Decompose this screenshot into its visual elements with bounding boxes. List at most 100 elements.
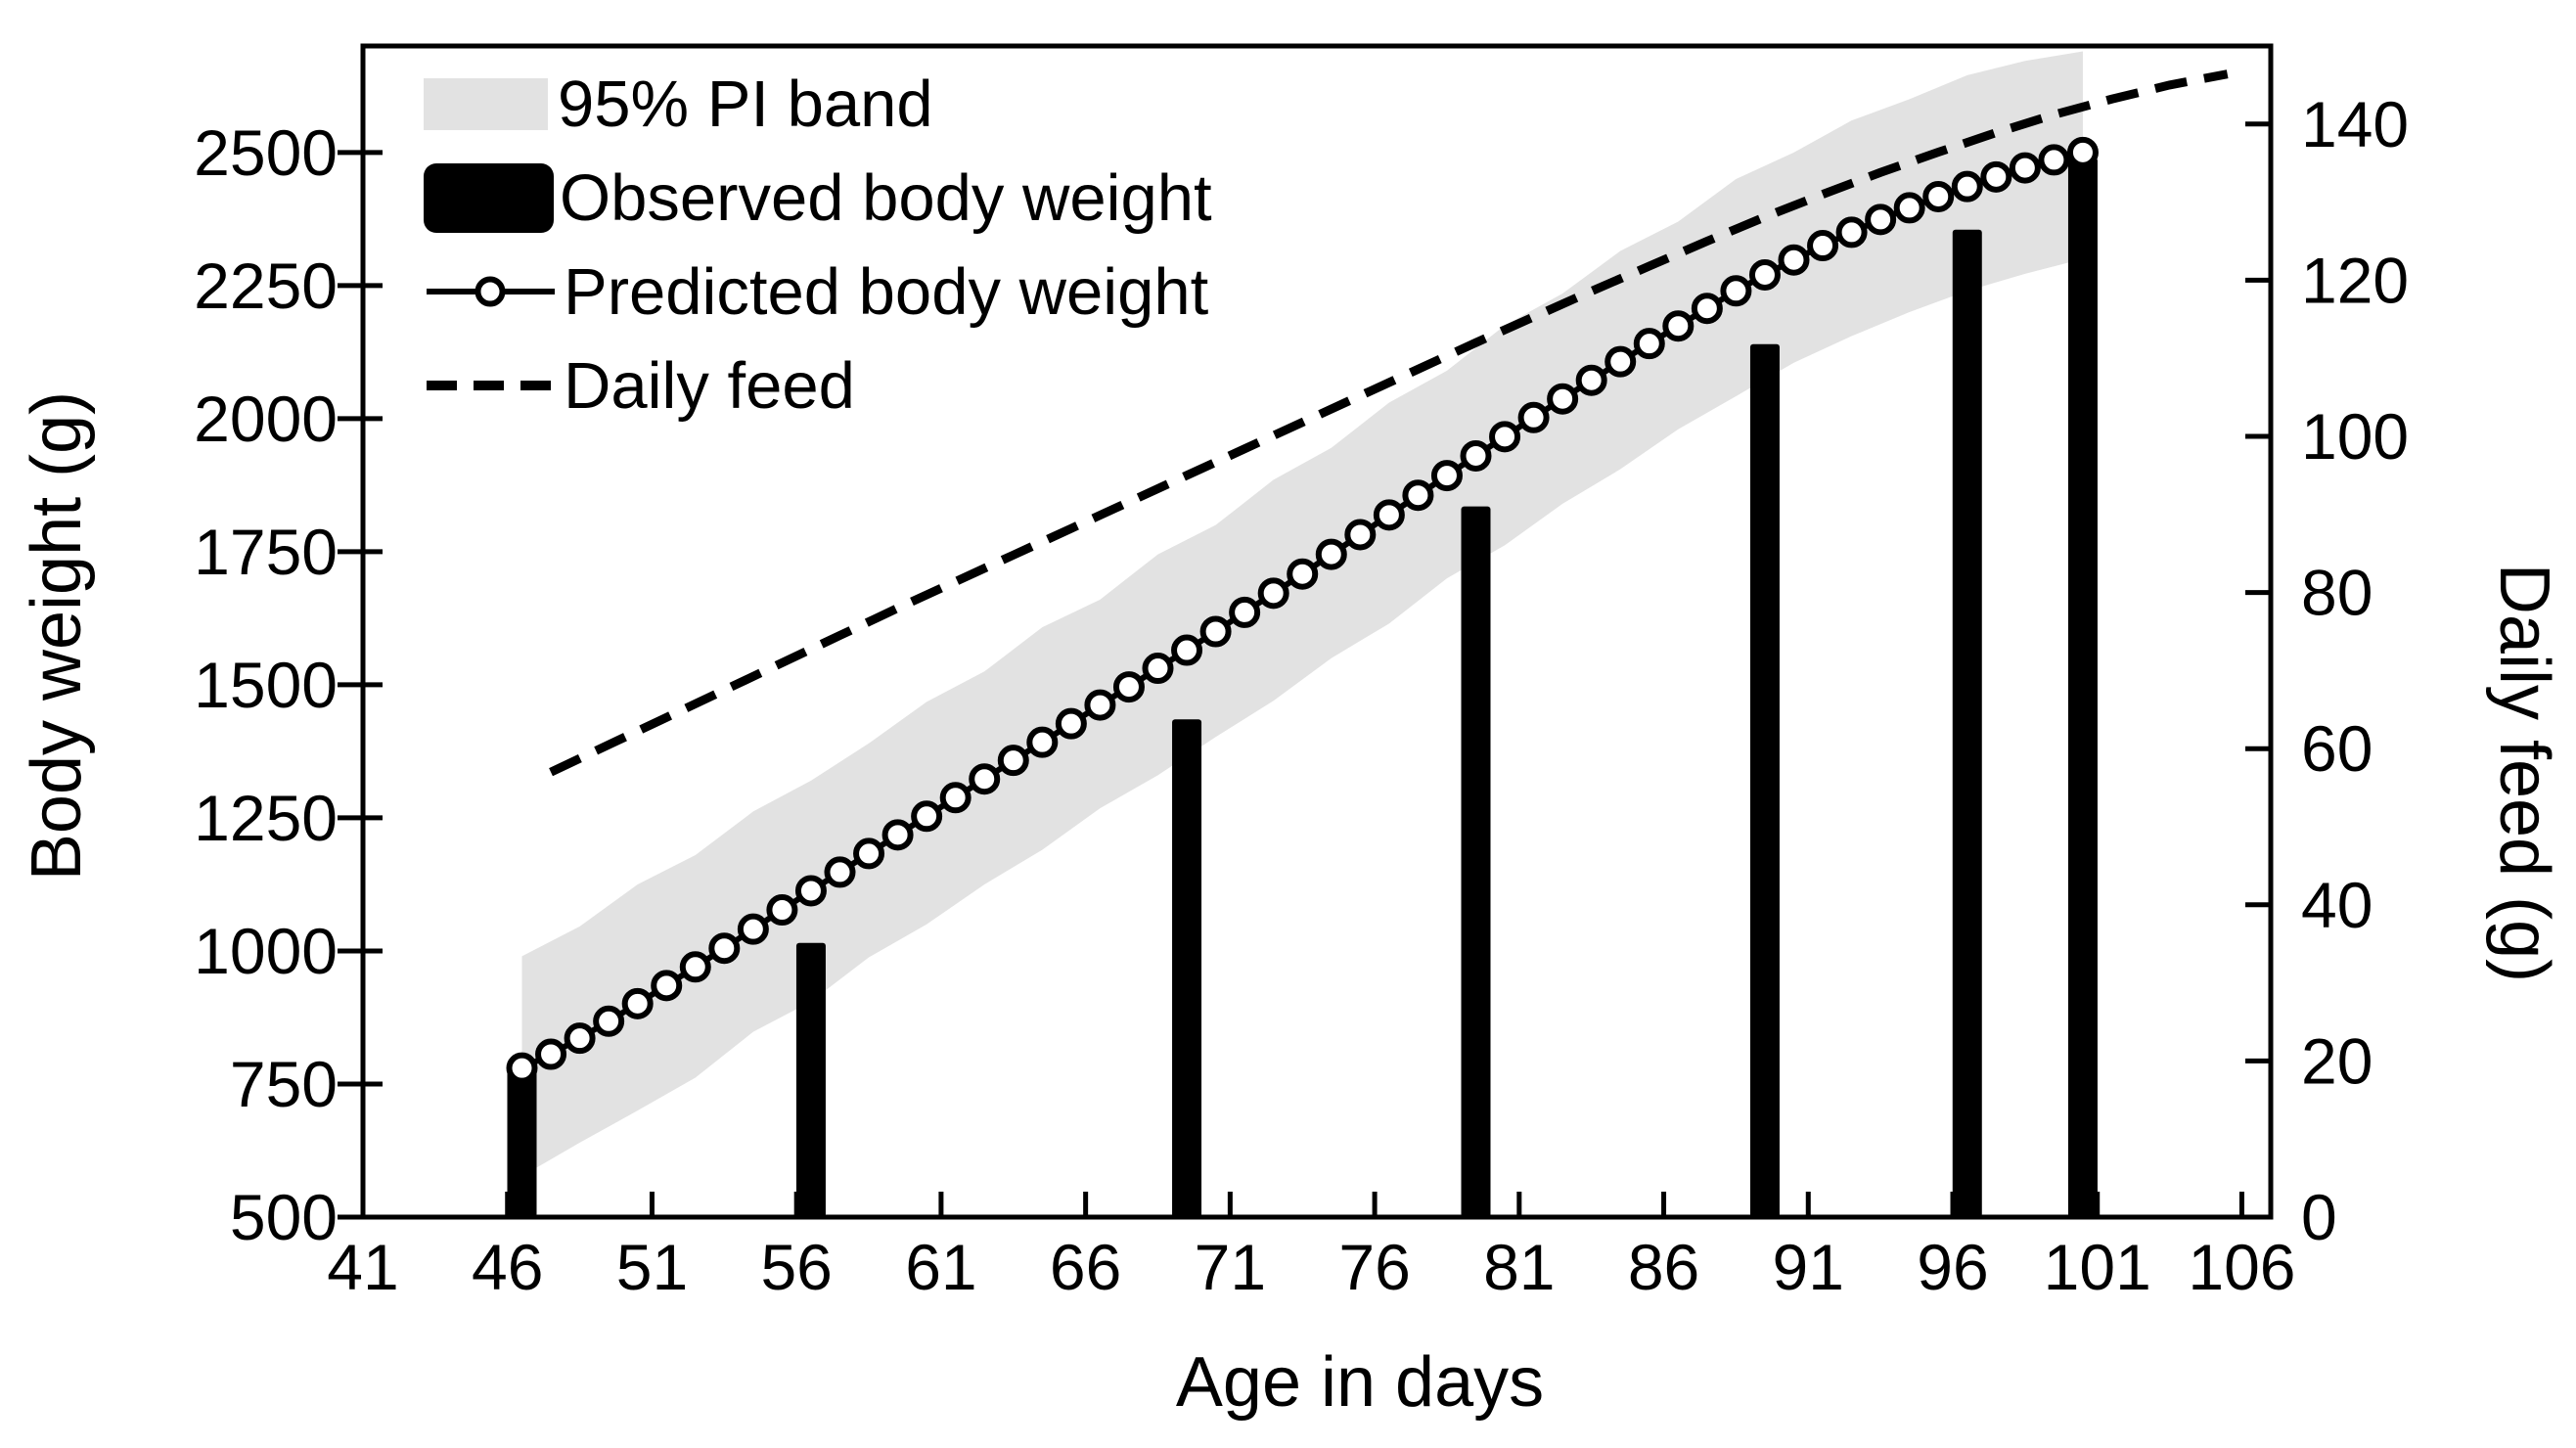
predicted-line-swatch-icon — [427, 276, 555, 307]
x-axis-tick-label: 56 — [760, 1231, 832, 1303]
predicted-marker — [737, 913, 769, 945]
observed-bar-day-100 — [2067, 158, 2098, 1218]
legend-item-daily-feed: Daily feed — [424, 350, 1212, 422]
legend-item-predicted: Predicted body weight — [424, 256, 1212, 328]
plot-frame — [360, 43, 2274, 1220]
legend-label: Predicted body weight — [564, 255, 1209, 329]
left-axis-tick-label: 2000 — [194, 383, 338, 455]
predicted-marker — [2009, 152, 2041, 184]
predicted-marker — [651, 970, 683, 1002]
predicted-marker — [824, 856, 856, 888]
predicted-marker — [2066, 136, 2099, 168]
daily-feed-line — [549, 69, 2229, 777]
x-axis-tick-label: 91 — [1773, 1231, 1844, 1303]
x-axis-tick-label: 86 — [1628, 1231, 1699, 1303]
x-axis-tick-label: 81 — [1483, 1231, 1555, 1303]
x-axis-title: Age in days — [1175, 1343, 1545, 1422]
observed-bar-day-79 — [1461, 506, 1491, 1217]
observed-bar-day-46 — [507, 1067, 537, 1217]
right-axis-tick-label: 100 — [2301, 400, 2409, 473]
predicted-marker — [997, 745, 1029, 777]
left-axis-tick-label: 2500 — [194, 116, 338, 189]
left-axis-tick-label: 2250 — [194, 249, 338, 322]
x-axis-tick-label: 41 — [327, 1231, 398, 1303]
observed-bar-day-96 — [1952, 229, 1982, 1217]
predicted-marker — [1199, 615, 1232, 648]
predicted-marker — [1460, 439, 1492, 472]
predicted-marker — [853, 837, 885, 870]
predicted-marker — [1778, 244, 1810, 276]
predicted-marker — [881, 819, 914, 851]
predicted-marker — [1430, 460, 1463, 492]
predicted-marker — [1373, 499, 1405, 531]
predicted-marker — [2038, 144, 2070, 176]
predicted-marker — [506, 1052, 538, 1084]
x-axis-tick-label: 106 — [2188, 1231, 2295, 1303]
pi-band-swatch-icon — [424, 78, 548, 130]
observed-bar-day-69 — [1172, 719, 1202, 1217]
observed-bar-day-56 — [795, 942, 826, 1217]
predicted-marker — [1547, 383, 1579, 415]
predicted-marker — [1951, 170, 1983, 203]
predicted-marker — [1055, 707, 1087, 740]
left-axis-title: Body weight (g) — [18, 390, 96, 882]
left-axis-tick-label: 750 — [230, 1048, 338, 1120]
predicted-marker — [708, 932, 741, 965]
predicted-marker — [1257, 577, 1289, 610]
predicted-marker — [1517, 401, 1550, 433]
right-axis-tick-label: 80 — [2301, 557, 2373, 629]
predicted-marker — [621, 987, 654, 1019]
predicted-marker — [1865, 204, 1897, 236]
x-axis-tick-label: 66 — [1050, 1231, 1121, 1303]
right-axis-tick-label: 140 — [2301, 88, 2409, 160]
predicted-marker — [1026, 726, 1059, 758]
right-axis-tick-label: 40 — [2301, 869, 2373, 941]
predicted-marker — [1575, 364, 1607, 396]
pi-band-area — [521, 51, 2083, 1177]
left-axis-tick-label: 1750 — [194, 516, 338, 588]
x-axis-tick-label: 71 — [1195, 1231, 1266, 1303]
predicted-marker — [1893, 192, 1925, 224]
legend-label: 95% PI band — [558, 68, 933, 141]
predicted-marker — [1229, 596, 1261, 628]
predicted-marker — [1112, 671, 1145, 703]
predicted-marker — [1315, 538, 1347, 570]
predicted-marker — [1835, 216, 1868, 249]
left-axis-tick-label: 1500 — [194, 649, 338, 721]
predicted-marker — [679, 951, 711, 983]
predicted-marker — [1287, 558, 1319, 590]
predicted-marker — [1489, 421, 1521, 453]
daily-feed-swatch-icon — [427, 381, 555, 390]
left-axis-tick-label: 1250 — [194, 782, 338, 854]
predicted-marker — [1084, 689, 1116, 721]
predicted-marker — [1142, 653, 1174, 685]
predicted-marker — [766, 894, 798, 927]
x-axis-tick-label: 76 — [1338, 1231, 1410, 1303]
predicted-marker — [564, 1022, 596, 1055]
predicted-marker — [1807, 230, 1839, 262]
x-axis-tick-label: 46 — [472, 1231, 543, 1303]
predicted-marker — [794, 875, 827, 907]
predicted-marker — [1980, 160, 2012, 193]
right-axis-tick-label: 120 — [2301, 244, 2409, 316]
x-axis-tick-label: 101 — [2044, 1231, 2151, 1303]
predicted-marker — [1662, 310, 1695, 342]
legend-item-pi-band: 95% PI band — [424, 68, 1212, 140]
predicted-marker — [911, 800, 943, 833]
observed-bar-day-89 — [1749, 343, 1780, 1217]
predicted-marker — [1748, 258, 1781, 291]
right-axis-title: Daily feed (g) — [2485, 563, 2563, 983]
predicted-marker — [1171, 634, 1203, 666]
predicted-marker — [593, 1005, 625, 1037]
legend-label: Daily feed — [564, 349, 855, 423]
observed-swatch-icon — [424, 163, 554, 233]
predicted-marker — [1402, 479, 1434, 512]
predicted-marker — [1720, 275, 1752, 307]
right-axis-tick-label: 20 — [2301, 1024, 2373, 1097]
right-axis-tick-label: 0 — [2301, 1181, 2337, 1253]
x-axis-tick-label: 51 — [616, 1231, 688, 1303]
predicted-marker — [1344, 519, 1377, 551]
predicted-marker — [1604, 345, 1637, 378]
right-axis-tick-label: 60 — [2301, 712, 2373, 785]
